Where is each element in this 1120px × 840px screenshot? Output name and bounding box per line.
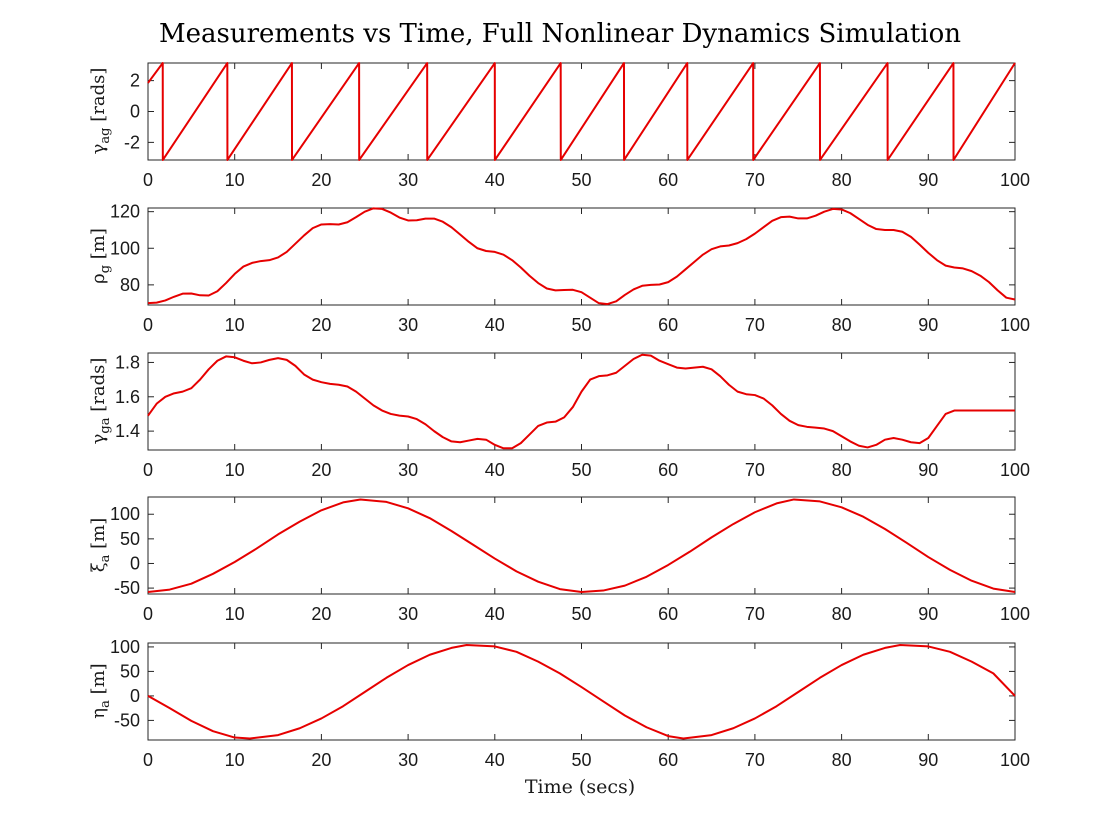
subplot-rho-g-xtick-label: 20 — [311, 315, 331, 335]
subplot-xi-a-xtick-label: 80 — [832, 604, 852, 624]
x-axis-label: Time (secs) — [525, 776, 635, 798]
subplot-gamma-ga-xtick-label: 90 — [918, 460, 938, 480]
subplot-gamma-ag-ticks: 0 10 20 30 40 50 60 70 80 90 100-202 — [124, 63, 1030, 190]
subplot-xi-a-axes — [147, 496, 1016, 595]
subplot-xi-a-ylabel: ξa [m] — [88, 518, 113, 573]
subplot-eta-a-axes — [147, 642, 1016, 741]
subplot-gamma-ag: 0 10 20 30 40 50 60 70 80 90 100-202 γag [rads] — [88, 62, 1030, 190]
subplot-eta-a-xtick-label: 0 — [143, 750, 153, 770]
subplot-gamma-ga-ticks: 0 10 20 30 40 50 60 70 80 90 100 1.4 1.6 1.8 — [115, 352, 1030, 480]
subplot-gamma-ga-xtick-label: 50 — [571, 460, 591, 480]
subplot-gamma-ag-axes — [147, 62, 1016, 161]
subplot-rho-g-ytick-label: 120 — [110, 202, 140, 222]
subplot-xi-a-ytick-label: 0 — [130, 553, 140, 573]
subplot-rho-g-xtick-label: 80 — [832, 315, 852, 335]
subplot-rho-g-xtick-label: 90 — [918, 315, 938, 335]
subplot-eta-a-xtick-label: 100 — [1000, 750, 1030, 770]
subplot-gamma-ga-xtick-label: 10 — [225, 460, 245, 480]
subplot-gamma-ga-xtick-label: 40 — [485, 460, 505, 480]
subplot-gamma-ga-xtick-label: 70 — [745, 460, 765, 480]
subplot-gamma-ga-ytick-label: 1.4 — [115, 421, 140, 441]
subplot-gamma-ga-xtick-label: 30 — [398, 460, 418, 480]
subplot-gamma-ga-xtick-label: 20 — [311, 460, 331, 480]
subplot-gamma-ag-ylabel: γag [rads] — [88, 68, 113, 155]
subplot-rho-g-xtick-label: 0 — [143, 315, 153, 335]
subplot-gamma-ga-xtick-label: 100 — [1000, 460, 1030, 480]
subplot-gamma-ag-ytick-label: -2 — [124, 132, 140, 152]
subplot-xi-a-ytick-label: -50 — [114, 578, 140, 598]
subplot-xi-a-xtick-label: 40 — [485, 604, 505, 624]
subplot-gamma-ag-series-line — [147, 62, 1016, 161]
subplot-eta-a-ytick-label: 50 — [120, 661, 140, 681]
subplot-gamma-ag-xtick-label: 40 — [485, 170, 505, 190]
subplot-gamma-ga-xtick-label: 80 — [832, 460, 852, 480]
subplot-xi-a-xtick-label: 90 — [918, 604, 938, 624]
subplot-rho-g-ticks: 0 10 20 30 40 50 60 70 80 90 100 80 100 120 — [110, 202, 1030, 335]
subplot-rho-g-xtick-label: 40 — [485, 315, 505, 335]
subplot-eta-a-xtick-label: 60 — [658, 750, 678, 770]
subplot-xi-a-xtick-label: 100 — [1000, 604, 1030, 624]
subplot-gamma-ga-xtick-label: 0 — [143, 460, 153, 480]
subplot-rho-g-xtick-label: 10 — [225, 315, 245, 335]
subplot-eta-a-xtick-label: 20 — [311, 750, 331, 770]
subplot-eta-a-ytick-label: -50 — [114, 710, 140, 730]
subplot-gamma-ga-series-line — [147, 353, 1015, 450]
subplot-eta-a-series-line — [147, 643, 1016, 740]
subplot-gamma-ag-xtick-label: 70 — [745, 170, 765, 190]
subplot-rho-g-axes — [147, 207, 1016, 306]
subplot-eta-a-xtick-label: 70 — [745, 750, 765, 770]
figure-title: Measurements vs Time, Full Nonlinear Dyn… — [159, 19, 961, 49]
subplot-eta-a-xtick-label: 10 — [225, 750, 245, 770]
subplot-rho-g-xtick-label: 50 — [571, 315, 591, 335]
subplot-xi-a-xtick-label: 0 — [143, 604, 153, 624]
subplot-gamma-ag-xtick-label: 0 — [143, 170, 153, 190]
subplot-rho-g-xtick-label: 70 — [745, 315, 765, 335]
subplot-xi-a-xtick-label: 10 — [225, 604, 245, 624]
subplot-xi-a-xtick-label: 30 — [398, 604, 418, 624]
subplot-rho-g-ylabel: ρg [m] — [88, 228, 113, 284]
subplot-rho-g-ytick-label: 80 — [120, 275, 140, 295]
subplot-xi-a-series-line — [147, 498, 1016, 594]
subplot-gamma-ag-xtick-label: 50 — [571, 170, 591, 190]
subplot-xi-a-xtick-label: 70 — [745, 604, 765, 624]
subplot-gamma-ga-ylabel: γga [rads] — [88, 358, 113, 445]
subplot-xi-a-ytick-label: 100 — [110, 504, 140, 524]
subplot-xi-a-xtick-label: 60 — [658, 604, 678, 624]
subplot-gamma-ag-xtick-label: 60 — [658, 170, 678, 190]
subplot-rho-g-ytick-label: 100 — [110, 238, 140, 258]
subplot-gamma-ag-ytick-label: 0 — [130, 102, 140, 122]
subplot-xi-a-ytick-label: 50 — [120, 529, 140, 549]
subplot-gamma-ga: 0 10 20 30 40 50 60 70 80 90 100 1.4 1.6 1.8 γga [rad… — [88, 352, 1030, 480]
subplot-gamma-ag-xtick-label: 30 — [398, 170, 418, 190]
subplot-eta-a-xtick-label: 40 — [485, 750, 505, 770]
subplot-eta-a-ytick-label: 0 — [130, 686, 140, 706]
subplot-gamma-ga-xtick-label: 60 — [658, 460, 678, 480]
subplot-gamma-ag-xtick-label: 90 — [918, 170, 938, 190]
subplot-eta-a-ytick-label: 100 — [110, 637, 140, 657]
subplot-eta-a-ylabel: ηa [m] — [88, 663, 113, 718]
subplot-rho-g: 0 10 20 30 40 50 60 70 80 90 100 80 100 120 ρg [m] — [88, 202, 1030, 335]
subplot-rho-g-series-line — [147, 207, 1016, 306]
subplot-rho-g-xtick-label: 60 — [658, 315, 678, 335]
subplot-eta-a-xtick-label: 50 — [571, 750, 591, 770]
subplot-eta-a-xtick-label: 80 — [832, 750, 852, 770]
subplot-gamma-ag-xtick-label: 80 — [832, 170, 852, 190]
subplot-rho-g-xtick-label: 100 — [1000, 315, 1030, 335]
subplot-gamma-ag-xtick-label: 10 — [225, 170, 245, 190]
subplot-gamma-ag-ytick-label: 2 — [130, 71, 140, 91]
subplot-gamma-ag-xtick-label: 100 — [1000, 170, 1030, 190]
subplot-rho-g-xtick-label: 30 — [398, 315, 418, 335]
subplot-gamma-ga-ytick-label: 1.8 — [115, 352, 140, 372]
subplot-xi-a-xtick-label: 50 — [571, 604, 591, 624]
subplot-gamma-ga-axes — [147, 352, 1016, 451]
subplot-xi-a-xtick-label: 20 — [311, 604, 331, 624]
subplot-eta-a-xtick-label: 30 — [398, 750, 418, 770]
subplot-gamma-ag-xtick-label: 20 — [311, 170, 331, 190]
subplot-gamma-ga-ytick-label: 1.6 — [115, 387, 140, 407]
subplot-eta-a-xtick-label: 90 — [918, 750, 938, 770]
